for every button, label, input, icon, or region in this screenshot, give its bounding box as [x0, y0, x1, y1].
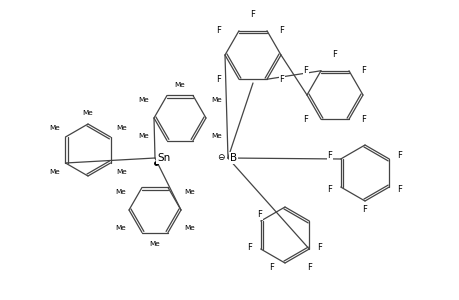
Text: Sn: Sn — [157, 153, 170, 163]
Text: F: F — [397, 151, 402, 160]
Text: Me: Me — [211, 133, 221, 139]
Text: F: F — [361, 65, 366, 74]
Text: Me: Me — [138, 133, 149, 139]
Text: Me: Me — [116, 169, 127, 175]
Text: Me: Me — [49, 125, 60, 131]
Text: F: F — [317, 244, 322, 253]
Text: B: B — [230, 153, 236, 163]
Text: F: F — [269, 263, 274, 272]
Text: F: F — [303, 65, 308, 74]
Text: F: F — [361, 116, 366, 124]
Text: Me: Me — [138, 97, 149, 103]
Text: F: F — [279, 26, 284, 34]
Text: F: F — [279, 74, 284, 83]
Text: F: F — [332, 50, 337, 58]
Text: Me: Me — [184, 225, 194, 231]
Text: F: F — [216, 26, 221, 34]
Text: F: F — [327, 185, 332, 194]
Text: F: F — [216, 74, 221, 83]
Text: Me: Me — [49, 169, 60, 175]
Text: F: F — [327, 151, 332, 160]
Text: F: F — [247, 244, 252, 253]
Text: Me: Me — [83, 110, 93, 116]
Text: F: F — [250, 10, 255, 19]
Text: Me: Me — [115, 225, 126, 231]
Text: ⊖: ⊖ — [217, 154, 224, 163]
Text: Me: Me — [211, 97, 221, 103]
Text: Me: Me — [115, 189, 126, 195]
Text: F: F — [397, 185, 402, 194]
Text: F: F — [362, 206, 367, 214]
Text: F: F — [307, 263, 312, 272]
Text: Me: Me — [116, 125, 127, 131]
Text: F: F — [257, 211, 262, 220]
Text: Me: Me — [174, 82, 185, 88]
Text: F: F — [303, 116, 308, 124]
Text: Me: Me — [149, 241, 160, 247]
Text: Me: Me — [184, 189, 194, 195]
